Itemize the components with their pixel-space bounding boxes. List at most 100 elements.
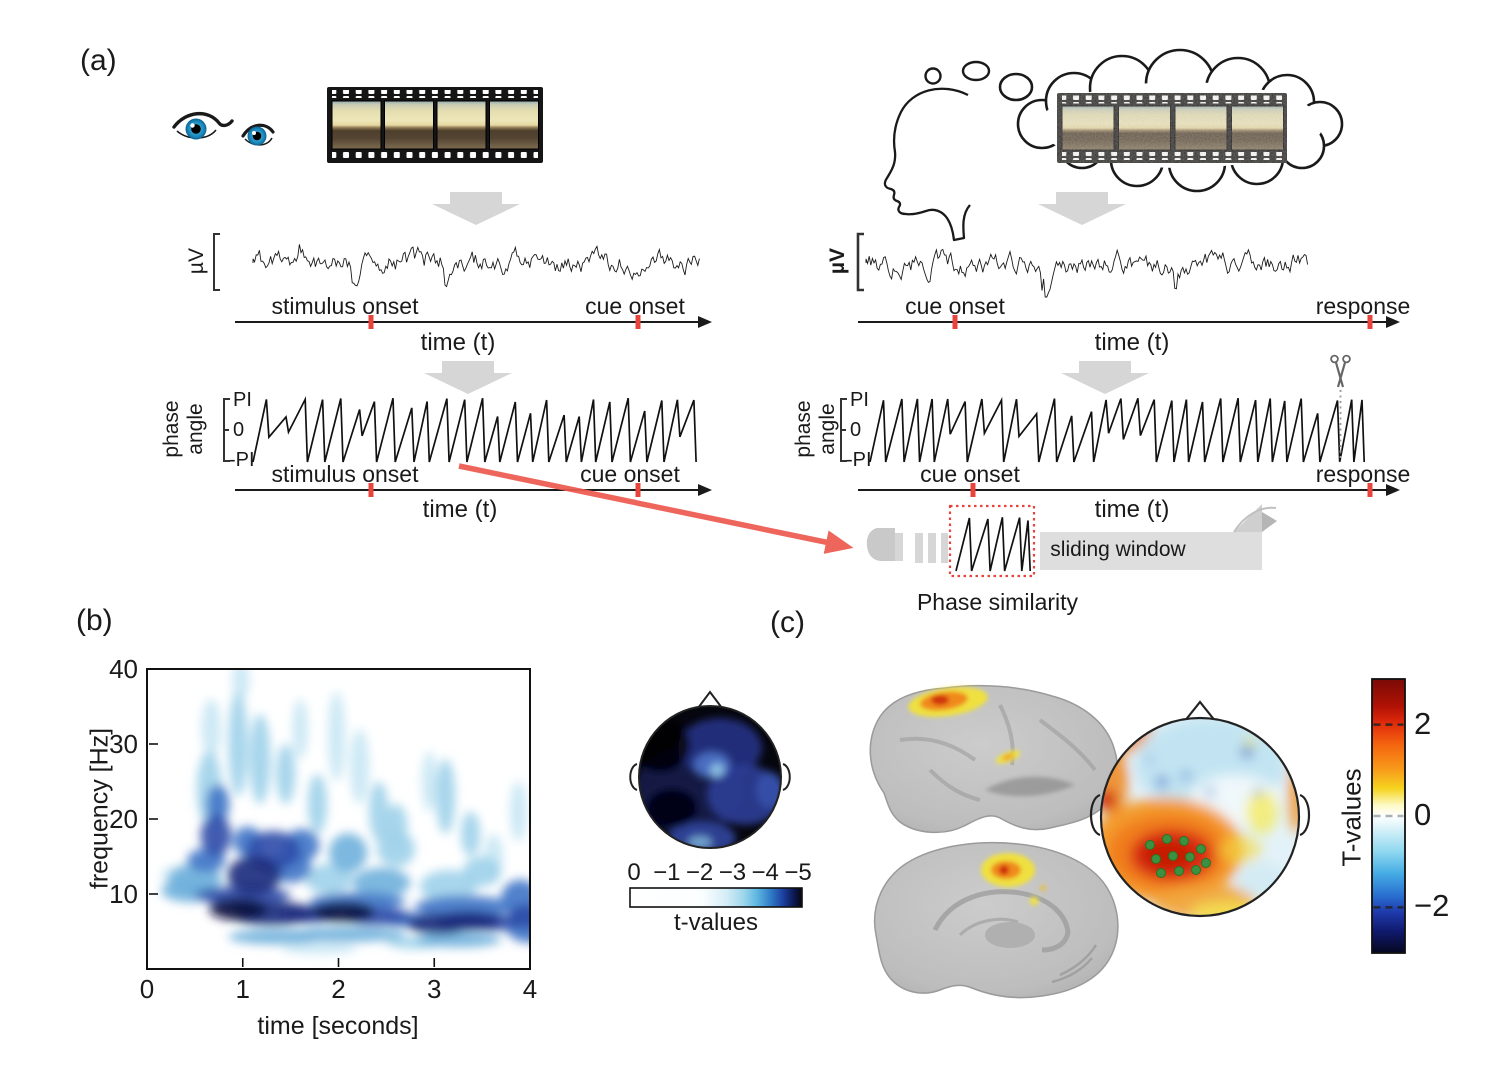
eyes-icon [172, 112, 275, 146]
phase-snippet-sawtooth [955, 517, 1032, 572]
spectrogram-blob [281, 942, 358, 954]
spectrogram-blob [232, 670, 250, 700]
sliding-window-ribbon [866, 504, 1277, 570]
activation-cluster [981, 853, 1046, 906]
phase-tick-zero: 0 [233, 419, 245, 441]
electrode-cluster-dots [1145, 834, 1211, 878]
sliding-window-label: sliding window [1050, 538, 1186, 561]
tf-ytick-label: 10 [109, 879, 138, 909]
event-label-cue-onset: cue onset [585, 293, 685, 319]
spectrogram-blob [509, 781, 528, 842]
tf-plot-ticks [146, 668, 531, 967]
spectrogram-blob [328, 833, 368, 873]
eeg-unit-label: µV [826, 247, 849, 275]
time-axis-label: time (t) [1094, 329, 1170, 356]
down-arrow-icon [424, 361, 512, 394]
phase-angle-label: angle [816, 403, 839, 455]
spectrogram-blob [227, 855, 281, 895]
tf-xtick-label: 1 [235, 974, 250, 1004]
electrode-dot [1179, 836, 1189, 846]
electrode-dot [1145, 840, 1155, 850]
time-axis-label: time (t) [1094, 496, 1170, 523]
event-label-cue-onset: cue onset [920, 461, 1020, 487]
phase-tick-pi: PI [233, 389, 252, 411]
spectrogram-blob [209, 897, 267, 921]
time-axis-label: time (t) [422, 496, 498, 523]
tf-ytick-label: 20 [109, 804, 138, 834]
down-arrow-icon [1061, 361, 1149, 394]
spectrogram-blob [228, 691, 248, 797]
tf-xtick-label: 0 [139, 974, 155, 1004]
phase-angle-sawtooth-imagery [869, 396, 1366, 463]
phase-angle-label: phase [792, 400, 815, 458]
time-axis-imagery-eeg [858, 315, 1400, 329]
spectrogram-blob [369, 781, 389, 842]
noisy-film-strip-icon [1057, 93, 1287, 163]
phase-tick-pi: PI [850, 389, 869, 411]
tvalues-colorbar-tick: 0 [627, 859, 641, 886]
time-axis-imagery-phase [858, 483, 1400, 497]
spectrogram-blob [421, 751, 438, 812]
panel-c-label: (c) [770, 606, 805, 639]
tf-ytick-label: 40 [109, 654, 138, 684]
event-label-response: response [1315, 293, 1411, 319]
tf-xtick-label: 3 [427, 974, 442, 1004]
tvalues-colorbar-label: t-values [673, 909, 759, 936]
spectrogram-blob [292, 699, 308, 759]
phase-transfer-arrow [458, 463, 854, 554]
electrode-dot [1196, 844, 1206, 854]
phase-angle-label: phase [160, 400, 183, 458]
phase-tick-zero: 0 [850, 419, 862, 441]
tf-ytick-label: 30 [109, 729, 138, 759]
electrode-dot [1168, 851, 1178, 861]
event-label-cue-onset: cue onset [580, 461, 680, 487]
spectrogram-blob [305, 864, 353, 894]
tvalues-colorbar-tick: −4 [751, 859, 779, 886]
eeg-trace-perception [252, 244, 700, 288]
electrode-dot [1174, 866, 1184, 876]
scissors-icon [1330, 354, 1351, 388]
event-label-response: response [1315, 461, 1411, 487]
tvalues-colorbar-tick: −2 [685, 859, 714, 886]
time-axis-perception-eeg [235, 315, 712, 329]
tf-xtick-label: 4 [522, 974, 538, 1004]
scalp-map-tvalues [1089, 700, 1311, 918]
spectrogram-blob [206, 784, 230, 824]
activation-cluster [908, 687, 1021, 764]
film-strip-icon [327, 87, 543, 163]
tf-xtick-label: 2 [331, 974, 346, 1004]
tvalues-colorbar-horizontal [629, 887, 803, 908]
spectrogram-blob [434, 911, 502, 931]
panel-b-label: (b) [76, 604, 113, 637]
spectrogram-blob [228, 929, 325, 945]
event-label-stimulus-onset: stimulus onset [271, 461, 419, 487]
tvalues-colorbar-ticks [1373, 723, 1404, 909]
spectrogram-blob [350, 729, 370, 804]
spectrogram-blob [276, 744, 296, 804]
tvalues-colorbar-tick: 0 [1414, 797, 1432, 832]
tvalues-colorbar-tick: 2 [1414, 705, 1432, 741]
spectrogram-blob [328, 691, 346, 782]
time-frequency-heatmap [161, 670, 529, 954]
scalp-map-negative [629, 690, 791, 849]
phase-bracket [840, 398, 847, 462]
electrode-dot [1156, 868, 1166, 878]
brain-lateral-view [869, 684, 1119, 834]
time-axis-label: time (t) [420, 329, 496, 356]
electrode-dot [1151, 854, 1161, 864]
phase-tick-minus-pi: -PI [846, 449, 872, 471]
event-label-cue-onset: cue onset [905, 293, 1005, 319]
panel-a-label: (a) [80, 44, 117, 77]
brain-medial-view [874, 841, 1119, 999]
tvalues-axis-label: T-values [1336, 768, 1367, 867]
event-label-stimulus-onset: stimulus onset [271, 293, 419, 319]
head-profile-icon [883, 87, 971, 242]
electrode-dot [1191, 865, 1201, 875]
spectrogram-blob [352, 867, 411, 898]
eeg-unit-label: µV [185, 247, 208, 275]
spectrogram-blob [415, 895, 511, 919]
spectrogram-blob [376, 831, 416, 867]
spectrogram-blob [419, 870, 478, 903]
